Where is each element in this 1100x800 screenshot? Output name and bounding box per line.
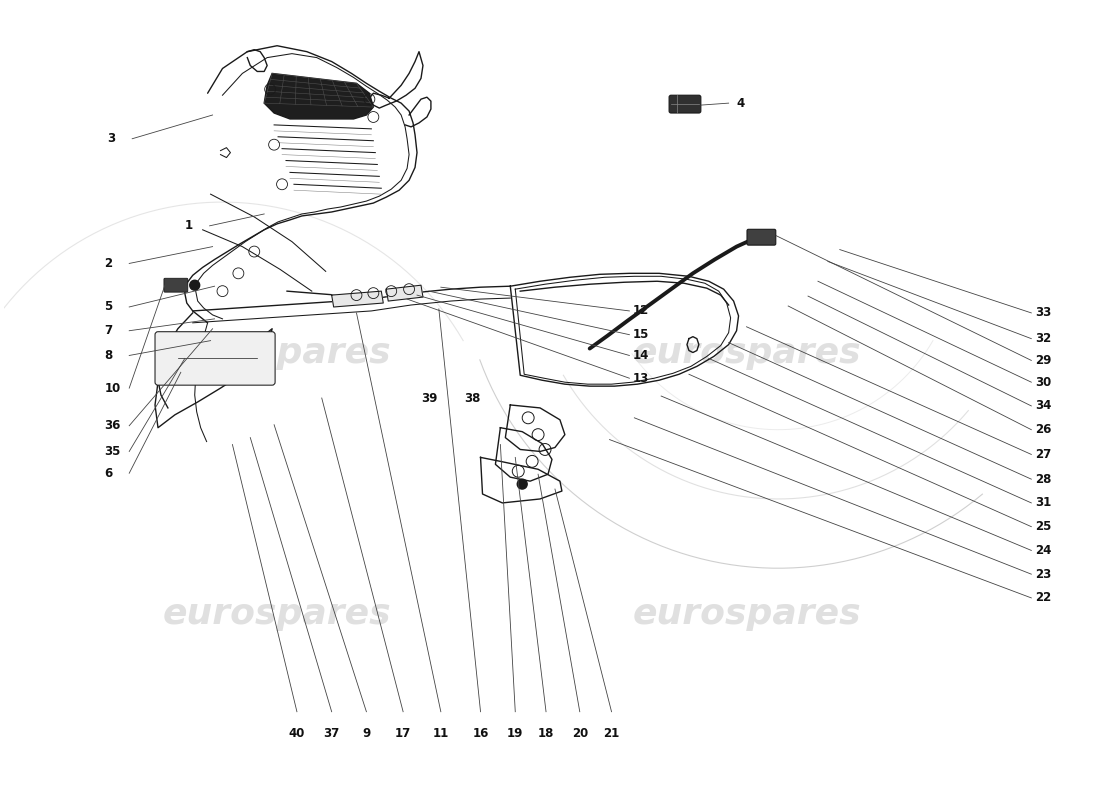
Text: 13: 13 — [632, 372, 649, 385]
FancyBboxPatch shape — [747, 230, 776, 245]
Text: 36: 36 — [104, 419, 121, 432]
Text: 4: 4 — [737, 97, 745, 110]
Text: 27: 27 — [1035, 448, 1052, 461]
Text: 16: 16 — [472, 726, 488, 739]
Text: 40: 40 — [288, 726, 305, 739]
Text: 39: 39 — [420, 391, 437, 405]
Polygon shape — [386, 286, 424, 301]
Polygon shape — [332, 291, 383, 307]
Text: 8: 8 — [104, 349, 112, 362]
Text: eurospares: eurospares — [163, 335, 392, 370]
Text: 24: 24 — [1035, 544, 1052, 557]
Text: 28: 28 — [1035, 473, 1052, 486]
FancyBboxPatch shape — [669, 95, 701, 113]
Text: 1: 1 — [185, 219, 192, 232]
Text: 33: 33 — [1035, 306, 1052, 319]
Text: 11: 11 — [432, 726, 449, 739]
Text: eurospares: eurospares — [163, 597, 392, 630]
Text: 15: 15 — [632, 328, 649, 341]
Text: 29: 29 — [1035, 354, 1052, 367]
Text: 26: 26 — [1035, 423, 1052, 436]
Text: 37: 37 — [323, 726, 340, 739]
Text: 21: 21 — [604, 726, 619, 739]
Text: eurospares: eurospares — [632, 597, 861, 630]
Text: 25: 25 — [1035, 520, 1052, 533]
Text: 2: 2 — [104, 257, 112, 270]
Text: 7: 7 — [104, 324, 112, 338]
Text: 20: 20 — [572, 726, 587, 739]
Text: 19: 19 — [507, 726, 524, 739]
Text: 5: 5 — [104, 301, 112, 314]
Text: 3: 3 — [108, 132, 115, 146]
Text: 9: 9 — [362, 726, 371, 739]
Circle shape — [517, 479, 527, 489]
Text: 17: 17 — [395, 726, 411, 739]
Circle shape — [189, 280, 200, 290]
Text: 6: 6 — [104, 466, 112, 480]
FancyBboxPatch shape — [155, 332, 275, 385]
Text: eurospares: eurospares — [632, 335, 861, 370]
Text: 35: 35 — [104, 445, 121, 458]
Text: 32: 32 — [1035, 332, 1052, 345]
Text: 14: 14 — [632, 349, 649, 362]
Text: 30: 30 — [1035, 376, 1052, 389]
Text: 38: 38 — [464, 391, 481, 405]
Text: 12: 12 — [632, 305, 649, 318]
Text: 31: 31 — [1035, 497, 1052, 510]
Text: 18: 18 — [538, 726, 554, 739]
Polygon shape — [264, 74, 373, 119]
Text: 22: 22 — [1035, 591, 1052, 605]
FancyBboxPatch shape — [164, 278, 188, 292]
Text: 10: 10 — [104, 382, 121, 394]
Text: 34: 34 — [1035, 399, 1052, 413]
Text: 23: 23 — [1035, 568, 1052, 581]
